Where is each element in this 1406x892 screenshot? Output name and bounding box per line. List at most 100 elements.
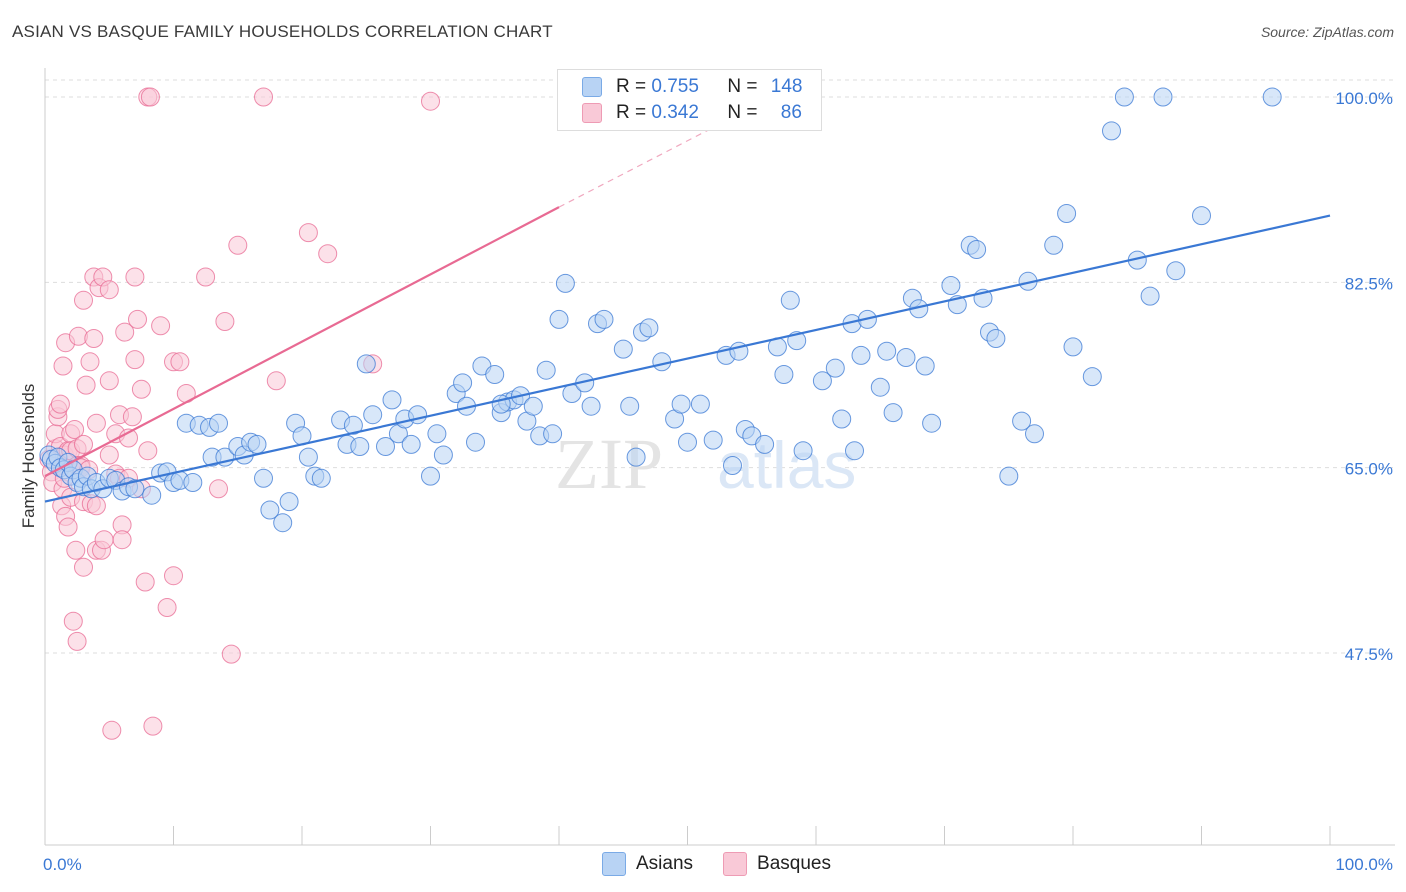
asian-point xyxy=(350,437,370,456)
asian-point xyxy=(671,394,691,414)
asian-point xyxy=(247,434,267,454)
y-tick-label: 100.0% xyxy=(1335,89,1393,108)
asian-point xyxy=(523,396,543,416)
asian-point xyxy=(639,318,659,338)
asian-point xyxy=(626,447,646,467)
asian-point xyxy=(915,356,935,376)
tick-labels: 47.5% 65.0% 82.5% 100.0% 0.0% 100.0% xyxy=(43,89,1393,874)
asian-point xyxy=(543,424,563,444)
basque-point xyxy=(67,631,87,651)
basque-point xyxy=(221,644,241,664)
asian-point xyxy=(363,405,383,425)
asian-point xyxy=(343,415,363,435)
r-label: R = xyxy=(616,76,647,97)
legend-row-basques: R = 0.342 N = 86 xyxy=(582,100,802,126)
asian-point xyxy=(703,430,723,450)
basque-point xyxy=(58,517,78,537)
basque-point xyxy=(65,420,85,439)
legend-item-asians[interactable]: Asians xyxy=(602,852,693,876)
basque-point xyxy=(94,530,114,550)
n-value: 148 xyxy=(770,76,803,97)
asian-point xyxy=(1140,286,1160,306)
asian-point xyxy=(832,409,852,429)
basque-point xyxy=(128,309,147,329)
asian-point xyxy=(620,396,640,416)
n-label: N = xyxy=(727,102,758,123)
r-label: R = xyxy=(616,102,647,123)
asian-point xyxy=(376,437,395,456)
asian-point xyxy=(1057,204,1077,223)
asian-point xyxy=(883,403,903,423)
basque-point xyxy=(125,267,145,287)
basque-point xyxy=(74,290,93,310)
asian-point xyxy=(549,309,569,329)
basque-point xyxy=(138,441,158,461)
basque-point xyxy=(131,379,151,399)
basque-point xyxy=(99,371,119,391)
asian-point xyxy=(1082,367,1102,387)
basque-point xyxy=(115,322,135,342)
asian-point xyxy=(433,445,453,465)
basque-point xyxy=(164,566,183,586)
asian-point xyxy=(1102,121,1121,141)
basque-point xyxy=(86,496,106,516)
asian-point xyxy=(1025,424,1044,444)
asian-point xyxy=(581,396,601,416)
asian-point xyxy=(142,485,162,505)
asian-point xyxy=(1044,235,1064,255)
asian-point xyxy=(183,473,203,492)
basque-point xyxy=(99,280,119,300)
basque-point xyxy=(318,244,338,264)
asian-point xyxy=(967,240,987,259)
basque-point xyxy=(228,235,248,255)
asian-point xyxy=(812,371,832,391)
asian-point xyxy=(254,468,273,488)
n-label: N = xyxy=(727,76,758,97)
asian-point xyxy=(613,339,633,359)
asian-point xyxy=(851,345,871,365)
basque-trend-line xyxy=(44,206,560,478)
basque-point xyxy=(266,371,286,391)
basque-point xyxy=(196,267,216,287)
asian-point xyxy=(1063,337,1083,357)
basque-point xyxy=(140,87,160,107)
asian-point xyxy=(755,434,775,454)
basque-point xyxy=(157,598,177,617)
basque-point xyxy=(99,445,119,465)
asian-point xyxy=(427,424,447,444)
x-tick-label: 0.0% xyxy=(43,855,82,874)
source-credit: Source: ZipAtlas.com xyxy=(1260,24,1394,40)
basque-swatch xyxy=(723,852,748,876)
basque-point xyxy=(125,350,145,370)
basque-point xyxy=(135,572,155,592)
asian-swatch xyxy=(582,77,602,97)
basque-point xyxy=(209,479,228,499)
basque-point xyxy=(298,223,318,243)
chart-title: ASIAN VS BASQUE FAMILY HOUSEHOLDS CORREL… xyxy=(12,22,553,41)
asian-point xyxy=(941,276,961,295)
basque-point xyxy=(254,87,273,107)
asian-point xyxy=(845,441,864,461)
asian-point xyxy=(825,358,845,378)
asian-point xyxy=(279,492,299,512)
asian-point xyxy=(1012,411,1032,431)
basque-point xyxy=(53,356,73,376)
y-axis-label: Family Households xyxy=(19,384,38,529)
asian-point xyxy=(986,329,1006,348)
basque-point xyxy=(170,352,190,372)
r-value: 0.755 xyxy=(651,76,699,97)
basque-point xyxy=(112,530,132,550)
basque-swatch xyxy=(582,103,602,123)
asian-point xyxy=(999,466,1019,486)
r-value: 0.342 xyxy=(651,102,699,123)
asian-point xyxy=(421,466,440,486)
asian-points xyxy=(39,87,1282,533)
asian-swatch xyxy=(602,852,626,876)
asian-point xyxy=(896,348,916,367)
asian-point xyxy=(209,413,228,433)
asian-point xyxy=(870,377,890,397)
asian-point xyxy=(774,365,794,384)
legend-item-basques[interactable]: Basques xyxy=(723,852,831,876)
basque-point xyxy=(74,557,93,577)
